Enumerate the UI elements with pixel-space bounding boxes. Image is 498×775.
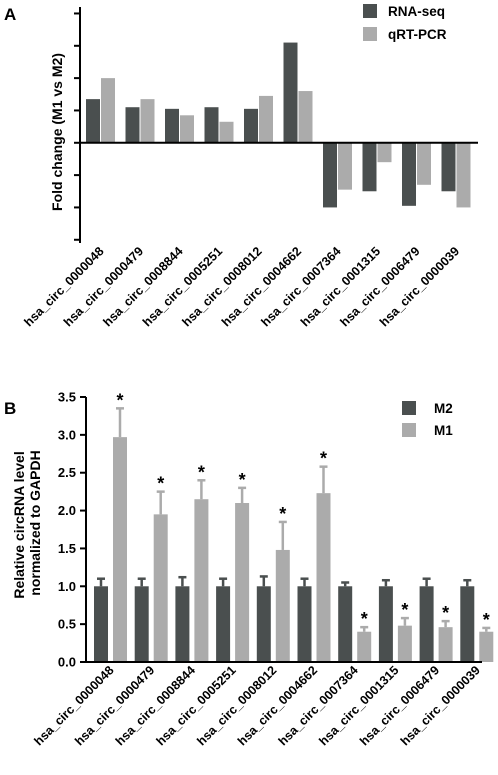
bar-a-rna-seq-hsa_circ_0005251 [204,107,219,143]
bar-b-m2-hsa_circ_0008012 [256,586,271,662]
panel-a-axes [74,7,478,243]
bar-b-m2-hsa_circ_0000048 [94,586,108,662]
bar-b-m2-hsa_circ_0006479 [419,586,434,662]
bar-b-m2-hsa_circ_0004662 [297,586,312,662]
panel-b-y-tick-label: 3.0 [58,427,76,442]
bar-a-rna-seq-hsa_circ_0007364 [323,142,337,208]
bar-a-rna-seq-hsa_circ_0001315 [362,142,377,192]
bar-a-rna-seq-hsa_circ_0008844 [165,108,179,143]
panel-b-y-tick-label: 1.0 [58,579,76,594]
bar-a-qrt-pcr-hsa_circ_0001315 [377,142,392,163]
significance-star-hsa_circ_0000479: * [157,474,164,494]
bar-a-rna-seq-hsa_circ_0000039 [441,142,456,192]
bar-a-qrt-pcr-hsa_circ_0008012 [259,95,273,143]
significance-star-hsa_circ_0001315: * [401,600,408,620]
bar-a-qrt-pcr-hsa_circ_0005251 [219,121,234,143]
legend-label-qrt-pcr: qRT-PCR [388,27,447,42]
panel-b-y-axis-title: Relative circRNA level normalized to GAP… [11,447,43,598]
bar-b-m2-hsa_circ_0008844 [175,586,190,662]
panel-b: B Relative circRNA level normalized to G… [4,390,494,748]
bar-b-m2-hsa_circ_0000479 [134,586,149,662]
significance-star-hsa_circ_0000048: * [116,390,123,410]
panel-b-label: B [4,399,16,418]
bar-b-m1-hsa_circ_0006479 [438,627,453,662]
bar-a-qrt-pcr-hsa_circ_0008844 [180,115,194,143]
panel-b-y-tick-label: 1.5 [58,541,76,556]
bar-b-m1-hsa_circ_0000479 [153,514,168,662]
panel-b-category-label: hsa_circ_0000039 [398,663,483,748]
bar-a-rna-seq-hsa_circ_0000048 [86,99,100,143]
panel-b-category-labels: hsa_circ_0000048hsa_circ_0000479hsa_circ… [32,663,483,748]
legend-swatch-m2 [402,401,416,415]
bar-b-m2-hsa_circ_0001315 [378,586,393,662]
panel-b-bars: * * * * * * * * * * [94,390,494,662]
legend-label-m1: M1 [434,423,453,438]
panel-b-y-tick-label: 2.0 [58,503,76,518]
panel-b-y-tick-label: 2.5 [58,465,76,480]
panel-b-axes: 0.0 0.5 1.0 1.5 2.0 2.5 3.0 3.5 [58,390,482,670]
bar-a-rna-seq-hsa_circ_0008012 [244,108,258,143]
bar-b-m2-hsa_circ_0007364 [338,586,353,662]
legend-swatch-qrt-pcr [363,27,377,41]
significance-star-hsa_circ_0005251: * [239,470,246,490]
panel-a-legend: RNA-seq qRT-PCR [363,4,447,42]
bar-b-m1-hsa_circ_0001315 [397,625,412,662]
panel-a-label: A [4,5,16,24]
panel-b-y-axis-title-line1: Relative circRNA level [11,451,27,598]
panel-b-y-tick-label: 0.0 [58,655,76,670]
significance-star-hsa_circ_0004662: * [320,449,327,469]
significance-star-hsa_circ_0007364: * [361,609,368,629]
bar-b-m1-hsa_circ_0004662 [316,493,331,662]
bar-b-m2-hsa_circ_0005251 [216,586,231,662]
bar-a-rna-seq-hsa_circ_0000479 [125,107,140,143]
legend-label-rna-seq: RNA-seq [388,4,445,19]
panel-a-bars [86,42,471,208]
bar-b-m1-hsa_circ_0000039 [479,631,494,662]
legend-swatch-m1 [402,423,416,437]
significance-star-hsa_circ_0008844: * [198,462,205,482]
bar-a-qrt-pcr-hsa_circ_0000479 [140,99,155,143]
legend-swatch-rna-seq [363,4,377,18]
bar-a-rna-seq-hsa_circ_0004662 [283,42,298,143]
panel-b-y-tick-label: 3.5 [58,390,76,405]
panel-a-y-axis-title: Fold change (M1 vs M2) [49,53,65,211]
bar-a-rna-seq-hsa_circ_0006479 [402,142,416,206]
bar-b-m1-hsa_circ_0007364 [357,631,372,662]
bar-b-m2-hsa_circ_0000039 [460,586,475,662]
significance-star-hsa_circ_0006479: * [442,603,449,623]
significance-star-hsa_circ_0000039: * [483,610,490,630]
panel-a-category-labels: hsa_circ_0000048hsa_circ_0000479hsa_circ… [22,244,463,329]
bar-a-qrt-pcr-hsa_circ_0007364 [338,142,352,190]
bar-a-qrt-pcr-hsa_circ_0006479 [417,142,431,185]
panel-b-y-tick-label: 0.5 [58,617,76,632]
panel-a: A Fold change (M1 vs M2) hsa_circ_000004… [4,4,478,329]
bar-b-m1-hsa_circ_0005251 [235,503,250,662]
bar-a-qrt-pcr-hsa_circ_0004662 [298,91,313,143]
bar-b-m1-hsa_circ_0008844 [194,499,209,662]
panel-b-legend: M2 M1 [402,401,453,438]
bar-a-qrt-pcr-hsa_circ_0000039 [456,142,471,208]
legend-label-m2: M2 [434,401,453,416]
bar-b-m1-hsa_circ_0000048 [113,437,127,662]
bar-a-qrt-pcr-hsa_circ_0000048 [101,78,115,143]
significance-star-hsa_circ_0008012: * [279,504,286,524]
panel-b-y-axis-title-line2: normalized to GAPDH [27,450,43,595]
bar-b-m1-hsa_circ_0008012 [275,549,290,662]
